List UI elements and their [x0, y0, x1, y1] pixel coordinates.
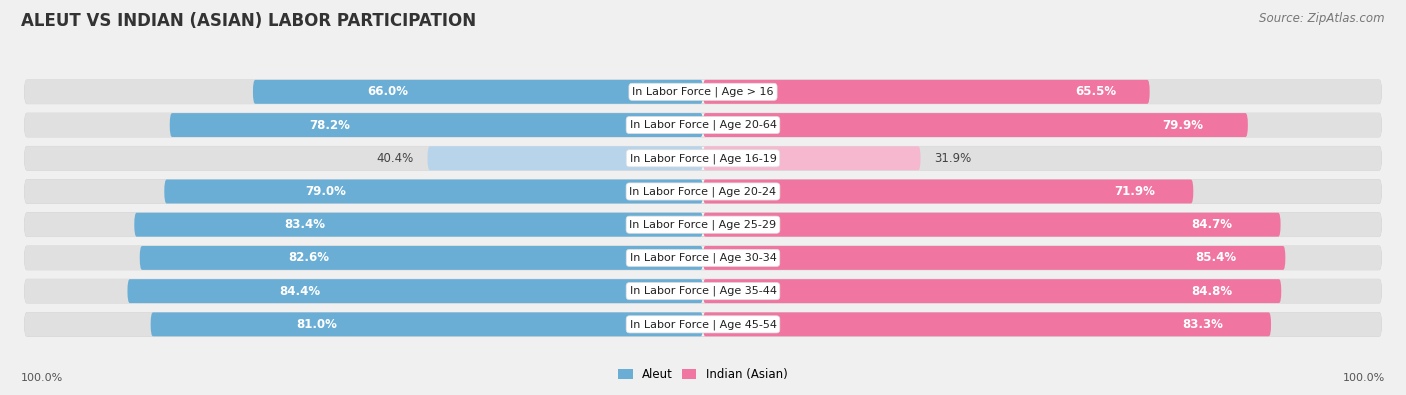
- Text: 40.4%: 40.4%: [377, 152, 413, 165]
- Text: 84.4%: 84.4%: [280, 285, 321, 298]
- Text: In Labor Force | Age 30-34: In Labor Force | Age 30-34: [630, 253, 776, 263]
- Text: In Labor Force | Age 20-64: In Labor Force | Age 20-64: [630, 120, 776, 130]
- FancyBboxPatch shape: [703, 213, 1281, 237]
- FancyBboxPatch shape: [24, 146, 703, 170]
- FancyBboxPatch shape: [703, 146, 921, 170]
- Text: ALEUT VS INDIAN (ASIAN) LABOR PARTICIPATION: ALEUT VS INDIAN (ASIAN) LABOR PARTICIPAT…: [21, 12, 477, 30]
- Text: 66.0%: 66.0%: [367, 85, 409, 98]
- FancyBboxPatch shape: [703, 80, 1382, 104]
- FancyBboxPatch shape: [24, 113, 703, 137]
- FancyBboxPatch shape: [24, 213, 703, 237]
- FancyBboxPatch shape: [703, 213, 1382, 237]
- Text: Source: ZipAtlas.com: Source: ZipAtlas.com: [1260, 12, 1385, 25]
- FancyBboxPatch shape: [703, 312, 1271, 336]
- Text: 79.9%: 79.9%: [1161, 118, 1204, 132]
- FancyBboxPatch shape: [703, 179, 1194, 203]
- FancyBboxPatch shape: [24, 80, 1382, 104]
- FancyBboxPatch shape: [24, 146, 1382, 170]
- Text: 100.0%: 100.0%: [1343, 373, 1385, 383]
- Text: 84.7%: 84.7%: [1191, 218, 1232, 231]
- Text: 65.5%: 65.5%: [1076, 85, 1116, 98]
- FancyBboxPatch shape: [24, 179, 1382, 203]
- Text: 83.3%: 83.3%: [1182, 318, 1223, 331]
- Text: In Labor Force | Age 20-24: In Labor Force | Age 20-24: [630, 186, 776, 197]
- FancyBboxPatch shape: [703, 113, 1382, 137]
- FancyBboxPatch shape: [24, 80, 703, 104]
- Text: 100.0%: 100.0%: [21, 373, 63, 383]
- Text: In Labor Force | Age > 16: In Labor Force | Age > 16: [633, 87, 773, 97]
- FancyBboxPatch shape: [24, 113, 1382, 137]
- FancyBboxPatch shape: [703, 246, 1285, 270]
- FancyBboxPatch shape: [24, 246, 703, 270]
- Text: In Labor Force | Age 16-19: In Labor Force | Age 16-19: [630, 153, 776, 164]
- FancyBboxPatch shape: [24, 279, 703, 303]
- FancyBboxPatch shape: [703, 146, 1382, 170]
- FancyBboxPatch shape: [24, 213, 1382, 237]
- FancyBboxPatch shape: [170, 113, 703, 137]
- Legend: Aleut, Indian (Asian): Aleut, Indian (Asian): [613, 363, 793, 386]
- Text: In Labor Force | Age 25-29: In Labor Force | Age 25-29: [630, 220, 776, 230]
- Text: 71.9%: 71.9%: [1114, 185, 1154, 198]
- FancyBboxPatch shape: [24, 279, 1382, 303]
- FancyBboxPatch shape: [703, 80, 1150, 104]
- Text: 78.2%: 78.2%: [309, 118, 350, 132]
- Text: In Labor Force | Age 35-44: In Labor Force | Age 35-44: [630, 286, 776, 296]
- Text: 79.0%: 79.0%: [305, 185, 346, 198]
- FancyBboxPatch shape: [703, 179, 1382, 203]
- FancyBboxPatch shape: [24, 312, 703, 336]
- FancyBboxPatch shape: [135, 213, 703, 237]
- Text: 82.6%: 82.6%: [288, 251, 329, 264]
- FancyBboxPatch shape: [150, 312, 703, 336]
- FancyBboxPatch shape: [703, 246, 1382, 270]
- Text: In Labor Force | Age 45-54: In Labor Force | Age 45-54: [630, 319, 776, 329]
- Text: 83.4%: 83.4%: [284, 218, 325, 231]
- FancyBboxPatch shape: [165, 179, 703, 203]
- Text: 85.4%: 85.4%: [1195, 251, 1236, 264]
- FancyBboxPatch shape: [703, 279, 1382, 303]
- FancyBboxPatch shape: [253, 80, 703, 104]
- FancyBboxPatch shape: [128, 279, 703, 303]
- FancyBboxPatch shape: [24, 246, 1382, 270]
- Text: 31.9%: 31.9%: [934, 152, 972, 165]
- FancyBboxPatch shape: [703, 312, 1382, 336]
- FancyBboxPatch shape: [427, 146, 703, 170]
- Text: 81.0%: 81.0%: [295, 318, 337, 331]
- FancyBboxPatch shape: [703, 279, 1281, 303]
- Text: 84.8%: 84.8%: [1191, 285, 1233, 298]
- FancyBboxPatch shape: [24, 312, 1382, 336]
- FancyBboxPatch shape: [139, 246, 703, 270]
- FancyBboxPatch shape: [24, 179, 703, 203]
- FancyBboxPatch shape: [703, 113, 1249, 137]
